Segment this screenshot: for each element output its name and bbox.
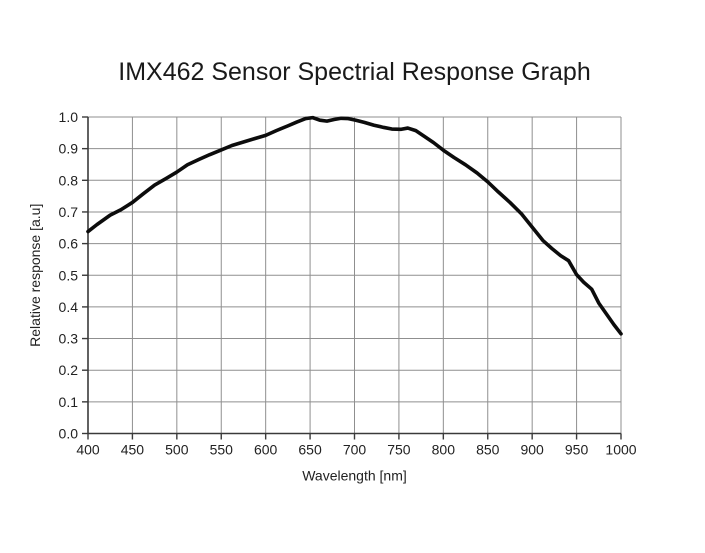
- y-axis-title: Relative response [a.u]: [27, 204, 43, 347]
- y-tick-label: 0.0: [59, 426, 79, 442]
- y-tick-label: 0.8: [59, 172, 79, 188]
- chart-title: IMX462 Sensor Spectrial Response Graph: [118, 58, 591, 86]
- x-tick-label: 800: [432, 442, 456, 458]
- x-tick-label: 500: [165, 442, 189, 458]
- y-tick-label: 0.7: [59, 204, 79, 220]
- x-axis-title: Wavelength [nm]: [302, 468, 407, 484]
- y-tick-label: 0.9: [59, 141, 79, 157]
- x-tick-label: 850: [476, 442, 500, 458]
- x-tick-label: 450: [121, 442, 145, 458]
- x-tick-label: 550: [210, 442, 234, 458]
- y-tick-label: 0.2: [59, 362, 79, 378]
- y-tick-label: 0.4: [59, 299, 79, 315]
- x-tick-label: 750: [387, 442, 411, 458]
- spectral-response-curve: [86, 115, 623, 336]
- x-tick-label: 700: [343, 442, 367, 458]
- x-tick-label: 900: [520, 442, 544, 458]
- x-tick-label: 950: [565, 442, 589, 458]
- y-tick-label: 1.0: [59, 109, 79, 125]
- y-tick-label: 0.6: [59, 236, 79, 252]
- x-tick-label: 400: [76, 442, 100, 458]
- y-tick-label: 0.5: [59, 267, 79, 283]
- x-tick-label: 650: [298, 442, 322, 458]
- x-tick-label: 600: [254, 442, 278, 458]
- y-tick-label: 0.3: [59, 331, 79, 347]
- x-tick-label: 1000: [605, 442, 636, 458]
- y-tick-label: 0.1: [59, 394, 79, 410]
